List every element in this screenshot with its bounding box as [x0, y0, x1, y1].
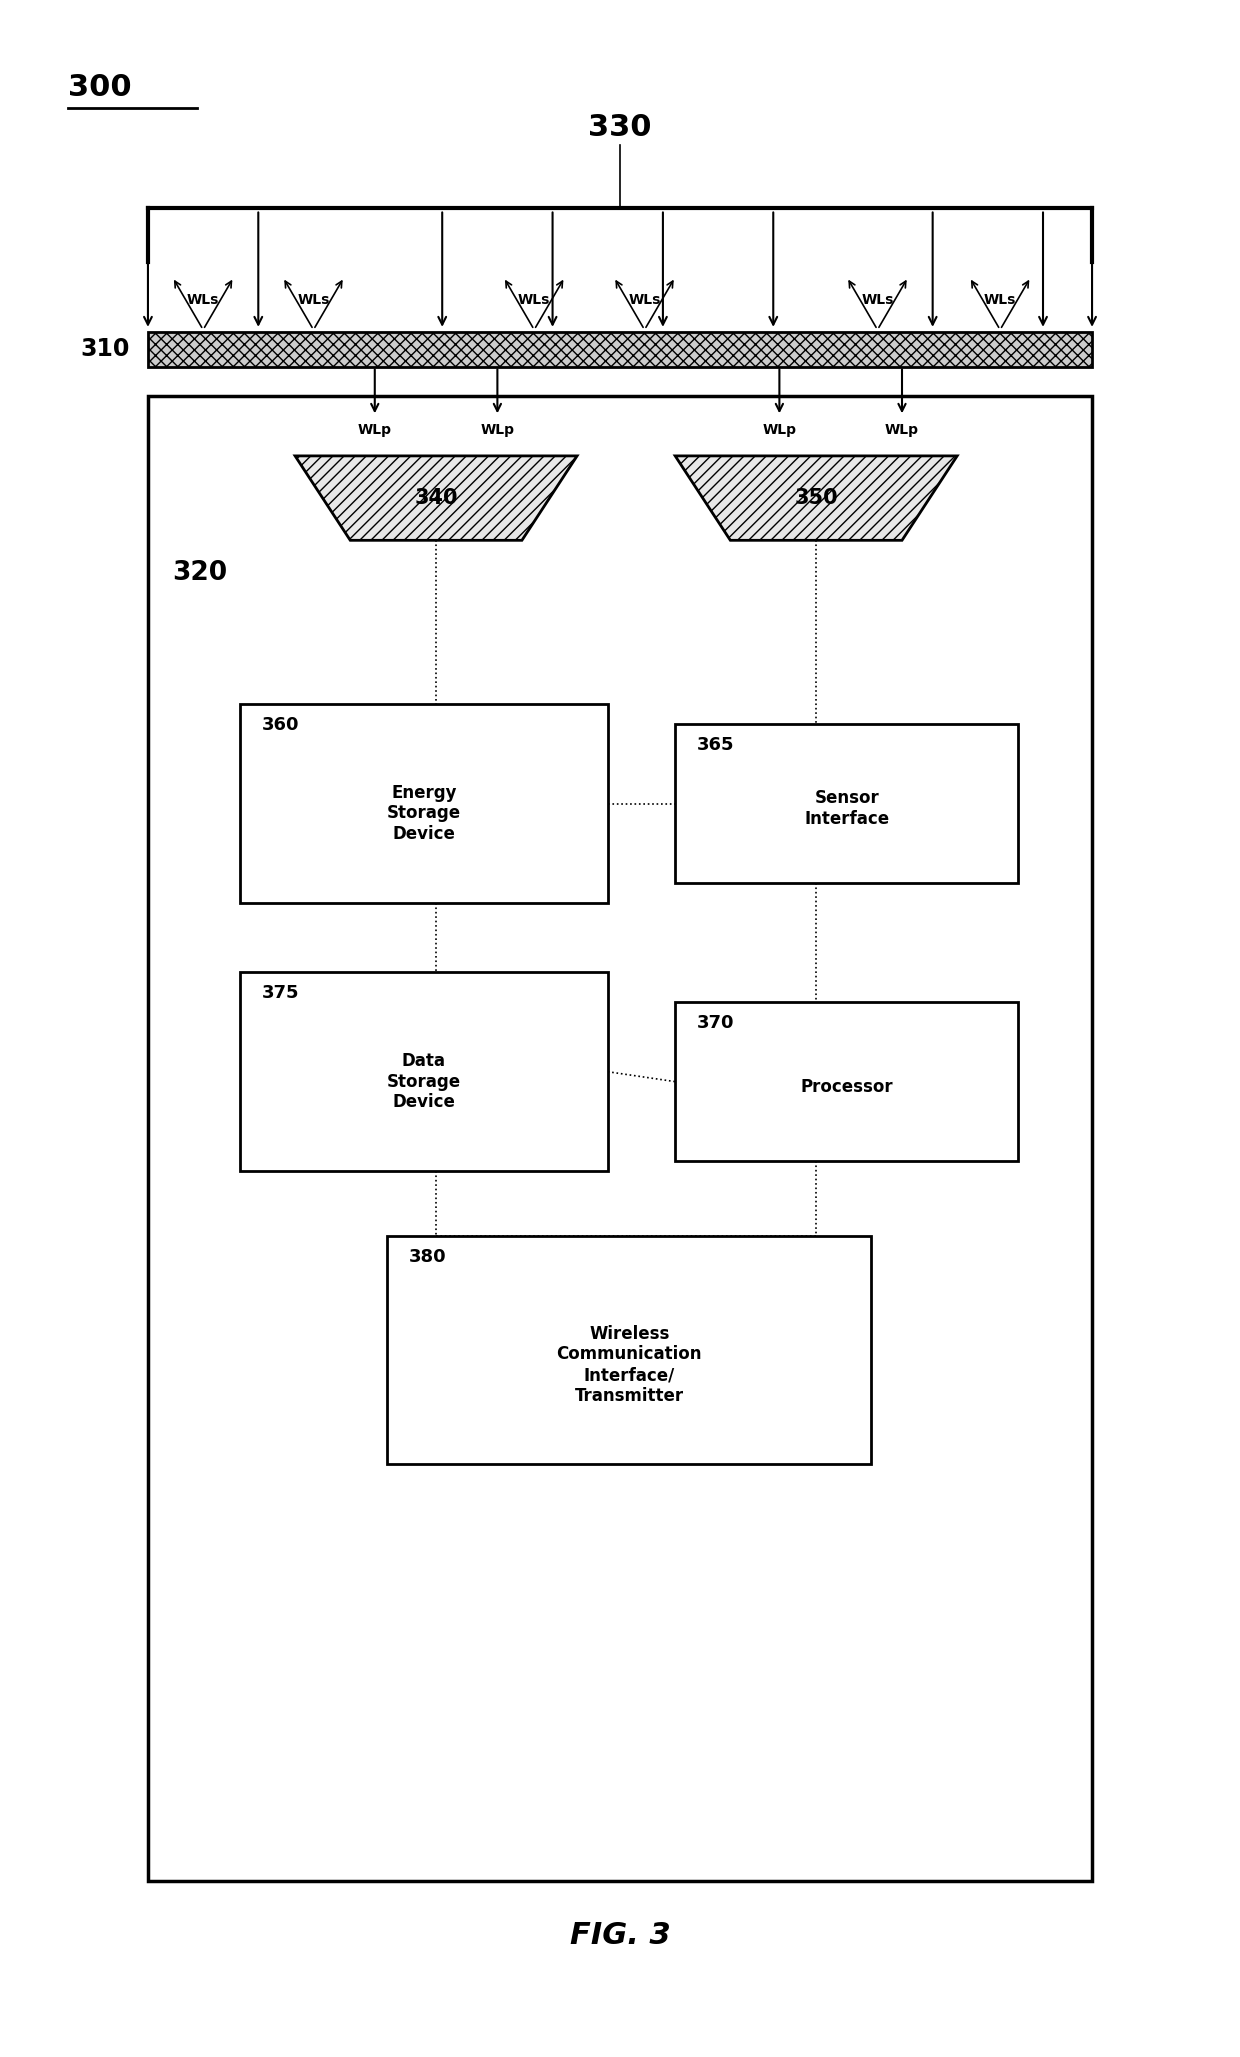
- Bar: [148, 331, 1092, 366]
- Text: WLp: WLp: [763, 424, 796, 438]
- Text: WLp: WLp: [480, 424, 515, 438]
- Text: 350: 350: [795, 488, 838, 508]
- Text: 360: 360: [262, 716, 300, 734]
- Text: WLs: WLs: [187, 292, 219, 306]
- Text: WLs: WLs: [518, 292, 551, 306]
- Text: 375: 375: [262, 985, 300, 1002]
- Bar: [387, 1236, 872, 1465]
- Text: WLp: WLp: [885, 424, 919, 438]
- Text: Sensor
Interface: Sensor Interface: [805, 790, 889, 827]
- Bar: [675, 724, 1018, 882]
- Polygon shape: [295, 457, 577, 541]
- Text: 320: 320: [172, 560, 228, 586]
- Text: 330: 330: [588, 113, 652, 142]
- Text: Data
Storage
Device: Data Storage Device: [387, 1051, 461, 1111]
- Text: 310: 310: [81, 337, 129, 362]
- Bar: [239, 703, 608, 903]
- Text: FIG. 3: FIG. 3: [569, 1921, 671, 1950]
- Text: WLp: WLp: [358, 424, 392, 438]
- Text: 300: 300: [68, 74, 131, 103]
- Text: WLs: WLs: [298, 292, 330, 306]
- Text: 365: 365: [697, 736, 735, 755]
- Text: WLs: WLs: [983, 292, 1017, 306]
- Text: 380: 380: [409, 1247, 446, 1265]
- Text: WLs: WLs: [862, 292, 894, 306]
- Text: 370: 370: [697, 1014, 735, 1033]
- Text: 340: 340: [414, 488, 458, 508]
- Bar: [675, 1002, 1018, 1160]
- Polygon shape: [675, 457, 957, 541]
- Bar: [239, 973, 608, 1170]
- Text: Processor: Processor: [801, 1078, 893, 1096]
- Text: Energy
Storage
Device: Energy Storage Device: [387, 784, 461, 843]
- Text: WLs: WLs: [629, 292, 661, 306]
- Bar: [148, 397, 1092, 1882]
- Text: Wireless
Communication
Interface/
Transmitter: Wireless Communication Interface/ Transm…: [557, 1325, 702, 1405]
